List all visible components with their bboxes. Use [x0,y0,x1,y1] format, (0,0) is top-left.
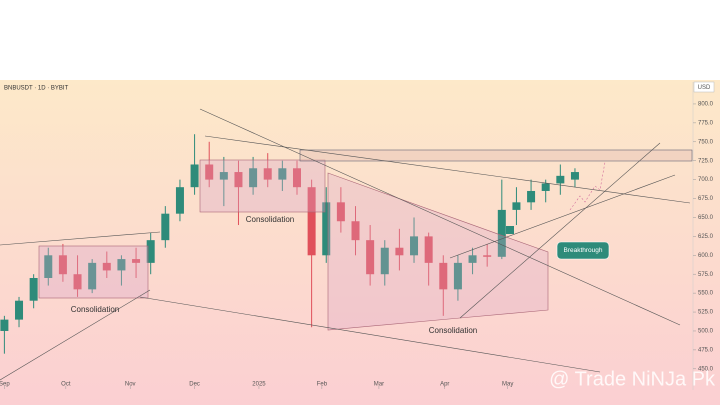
trend-line [199,108,681,326]
box [38,245,149,299]
candle-body [88,262,97,290]
candle-body [161,213,170,241]
arrow-icon [506,226,514,234]
candle-body [483,255,492,257]
candle-body [439,262,448,290]
candle-body [278,168,287,180]
annotation: Consolidation [429,326,477,335]
candle-body [453,262,462,290]
candle-body [380,247,389,275]
candle-body [132,259,141,263]
currency: USD [698,85,711,91]
candle-body [292,168,301,188]
candle-body [556,175,565,184]
candle-body [29,278,38,301]
x-tick-label: Oct [61,382,71,388]
annotation: Consolidation [71,305,119,314]
resistance-zone [299,149,693,162]
candle-body [205,164,214,180]
candle-body [512,202,521,210]
candle-body [307,187,316,256]
candle-body [234,172,243,188]
y-tick-label: 750.0 [698,139,714,145]
candle-body [102,262,111,271]
trend-line [0,231,161,246]
candle-body [541,183,550,191]
annotation: Breakthrough [563,247,602,254]
y-tick-label: 550.0 [698,291,714,297]
candle-body [44,255,53,278]
y-tick-label: 575.0 [698,272,714,278]
y-tick-label: 650.0 [698,215,714,221]
x-tick-label: Feb [317,382,328,388]
candle-body [570,172,579,180]
candle-body [58,255,67,275]
trend-line [449,174,676,259]
y-tick-label: 725.0 [698,158,714,164]
candle-body [146,240,155,263]
candle-body [366,240,375,275]
candle-body [219,172,228,180]
trend-line [459,142,661,319]
box [327,172,549,331]
y-tick-label: 775.0 [698,120,714,126]
symbol-title: BNBUSDT · 1D · BYBIT [4,86,69,92]
candle-body [322,202,331,256]
x-tick-label: 2025 [252,382,266,388]
x-tick-label: Nov [125,382,136,388]
x-tick-label: Sep [0,382,10,388]
currency-box [693,81,715,93]
candle-body [527,190,536,203]
y-tick-label: 450.0 [698,366,714,372]
candle-body [263,168,272,180]
candle-body [15,300,24,320]
candle-body [468,255,477,263]
x-tick-label: Apr [440,382,449,388]
callout [556,241,610,260]
candle-body [117,259,126,271]
y-tick-label: 675.0 [698,196,714,202]
trend-line [0,289,151,381]
x-tick-label: Mar [374,382,384,388]
y-tick-label: 525.0 [698,310,714,316]
candle-body [249,168,258,188]
candle-body [336,202,345,222]
x-tick-label: Dec [189,382,200,388]
candle-body [0,319,9,331]
annotation: Consolidation [246,215,294,224]
y-tick-label: 475.0 [698,347,714,353]
y-tick-label: 600.0 [698,253,714,259]
candle-body [395,247,404,256]
candle-body [497,209,506,257]
y-tick-label: 700.0 [698,177,714,183]
watermark: @ Trade NiNJa Pk [549,368,716,390]
candle-body [175,187,184,214]
y-tick-label: 625.0 [698,234,714,240]
x-tick-label: May [502,382,513,388]
trend-line [204,135,691,204]
candle-body [73,274,82,290]
y-tick-label: 500.0 [698,329,714,335]
y-tick-label: 800.0 [698,102,714,108]
candle-body [351,221,360,241]
trend-line [139,296,601,373]
box [199,159,326,213]
drawings [0,108,693,381]
candle-body [424,236,433,263]
candle-body [410,236,419,256]
candle-body [190,164,199,188]
